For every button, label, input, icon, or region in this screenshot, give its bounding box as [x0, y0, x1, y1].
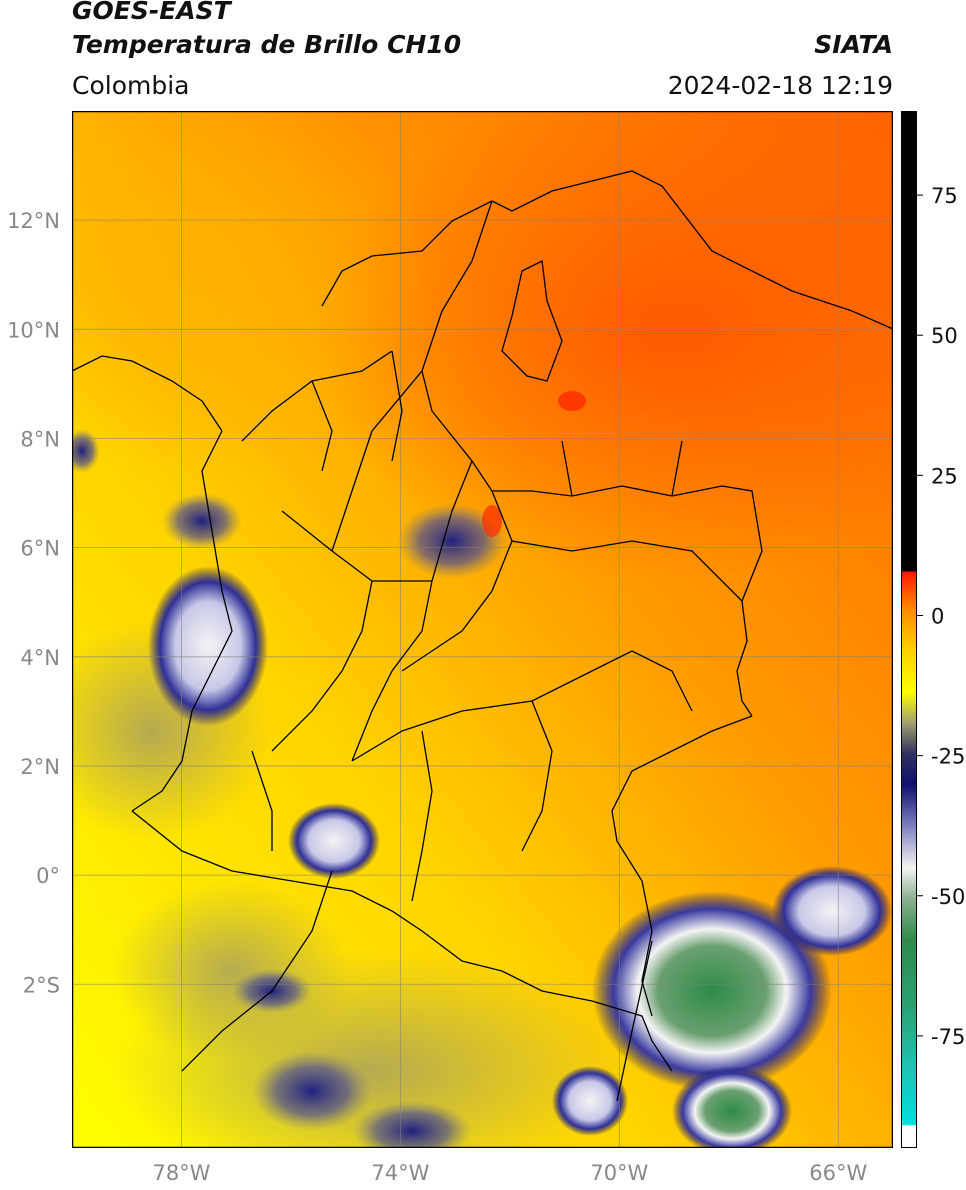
- hot-spot-venezuela: [558, 391, 586, 411]
- lon-tick-label-1: 74°W: [371, 1161, 429, 1185]
- region-label: Colombia: [72, 71, 190, 100]
- convective-cell-uraba: [162, 493, 242, 549]
- lat-tick-label-6: 0°: [36, 864, 60, 888]
- lat-tick-label-1: 10°N: [7, 318, 60, 342]
- colombia-peru-border: [501, 970, 673, 1072]
- venezuela-internal-border: [561, 440, 683, 497]
- convective-cell-amazon-east: [772, 866, 892, 956]
- lat-tick-label-2: 8°N: [20, 427, 60, 451]
- convective-cell-south: [552, 1066, 628, 1136]
- map-panel: [72, 111, 893, 1148]
- interior-division-central: [271, 490, 743, 762]
- map-canvas: [72, 111, 893, 1148]
- title-line-2: Temperatura de Brillo CH10: [72, 30, 462, 59]
- lon-tick-label-0: 78°W: [152, 1161, 210, 1185]
- colorbar-ramp: [901, 111, 917, 1148]
- cloud-cluster-south-2: [352, 1101, 472, 1148]
- hot-spot-cordillera: [482, 505, 502, 537]
- longitude-axis: 78°W 74°W 70°W 66°W: [152, 1161, 867, 1185]
- panama-coastline: [72, 355, 223, 432]
- graticule: [72, 111, 893, 1148]
- caribbean-coastline: [321, 170, 893, 330]
- interior-division-north: [241, 350, 473, 582]
- convective-cell-putumayo: [288, 803, 380, 879]
- lat-tick-label-4: 4°N: [20, 646, 60, 670]
- latitude-axis: 12°N 10°N 8°N 6°N 4°N 2°N 0° 2°S: [7, 209, 60, 997]
- colombia-ecuador-border: [131, 810, 503, 972]
- cloud-field-southwest: [112, 881, 352, 1061]
- colorbar-tick-label-3: 0: [931, 604, 944, 628]
- datetime-label: 2024-02-18 12:19: [667, 71, 893, 100]
- lon-tick-label-3: 66°W: [809, 1161, 867, 1185]
- agency-label: SIATA: [814, 30, 893, 59]
- pacific-coastline: [131, 430, 233, 812]
- lat-tick-label-0: 12°N: [7, 209, 60, 233]
- peru-brazil-border: [616, 940, 653, 1102]
- title-line-1: GOES-EAST: [72, 0, 231, 25]
- convective-cell-pacific-coast: [148, 566, 268, 726]
- ecuador-peru-border: [181, 870, 333, 1072]
- colorbar-tick-label-1: 50: [931, 324, 958, 348]
- warm-region-caribbean: [312, 111, 893, 581]
- colorbar-axis: 75 50 25 0 -25 -50 -75: [917, 184, 965, 1049]
- colorbar-tick-label-6: -75: [931, 1025, 965, 1049]
- warm-region-pacific: [72, 111, 432, 471]
- cloud-cluster-west-edge: [72, 429, 100, 473]
- colorbar-tick-label-0: 75: [931, 184, 958, 208]
- convective-cell-santander: [397, 503, 507, 579]
- map-frame: [72, 111, 893, 1148]
- lat-tick-label-3: 6°N: [20, 537, 60, 561]
- lat-tick-label-7: 2°S: [23, 973, 60, 997]
- colombia-brazil-border: [611, 715, 753, 1017]
- colorbar-tick-label-5: -50: [931, 885, 965, 909]
- lake-maracaibo: [501, 260, 563, 382]
- colorbar-tick-label-2: 25: [931, 464, 958, 488]
- convective-cell-southeast: [672, 1066, 792, 1148]
- country-borders: [72, 170, 893, 1102]
- colorbar-tick-label-4: -25: [931, 745, 965, 769]
- colorbar: [901, 111, 917, 1148]
- cloud-cluster-south-1: [252, 1051, 372, 1131]
- lon-tick-label-2: 70°W: [590, 1161, 648, 1185]
- lat-tick-label-5: 2°N: [20, 755, 60, 779]
- interior-division-south: [251, 650, 693, 902]
